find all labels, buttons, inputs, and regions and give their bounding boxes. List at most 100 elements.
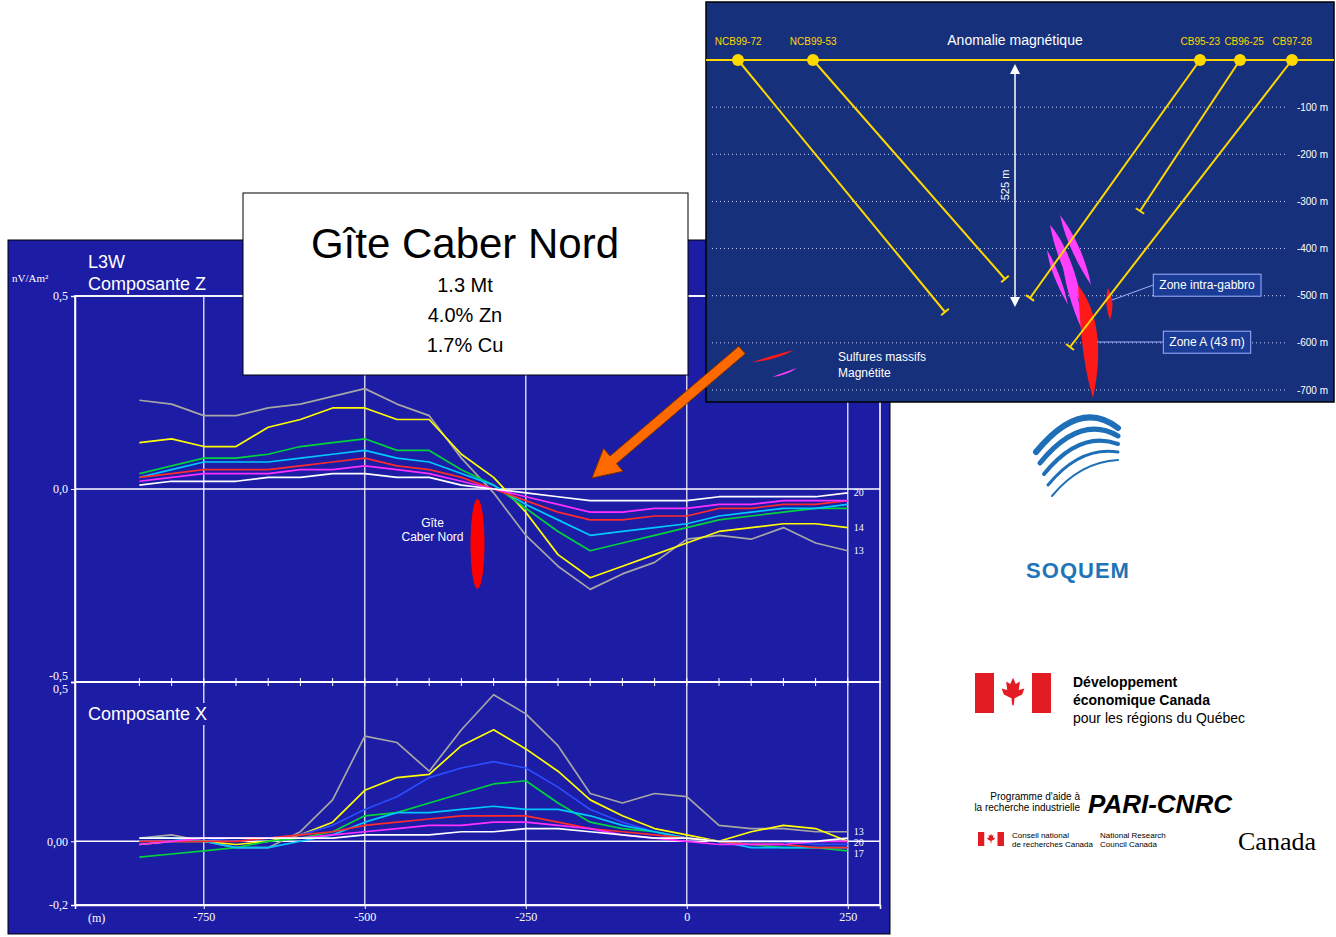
series-end-label: 20 <box>854 837 864 848</box>
zone-label: Zone intra-gabbro <box>1112 274 1261 300</box>
canada-flag <box>975 673 1051 713</box>
drill-hole <box>738 60 945 312</box>
hole-label: CB95-23 <box>1180 36 1220 47</box>
pari-name: PARI-CNRC <box>1088 789 1233 819</box>
zone-box <box>1153 274 1261 296</box>
tick-label: -0,5 <box>49 669 68 683</box>
drill-hole-end <box>1136 208 1144 214</box>
tick-mark <box>71 682 75 683</box>
flag-centre <box>985 832 998 846</box>
drill-hole <box>813 60 1005 279</box>
deposit-title: Gîte Caber Nord <box>311 220 619 267</box>
tick-label: 250 <box>839 910 857 924</box>
hole-label: NCB99-53 <box>790 36 837 47</box>
grid-line-x <box>364 682 365 905</box>
drill-hole-end <box>1026 295 1034 301</box>
tick-label: 0 <box>684 910 690 924</box>
collar <box>1194 54 1206 66</box>
tick: 0,5 <box>53 289 75 303</box>
flag-band <box>1032 673 1051 713</box>
tick-mark <box>71 841 75 842</box>
series-end-label: 13 <box>854 826 864 837</box>
title-box: Gîte Caber Nord1.3 Mt4.0% Zn1.7% Cu <box>243 193 688 375</box>
series-line <box>139 695 847 848</box>
drill-hole-end <box>1001 276 1009 283</box>
collar <box>1286 54 1298 66</box>
depth-line <box>712 107 1286 108</box>
sulphide-lens <box>1078 285 1098 398</box>
grid <box>75 682 880 905</box>
pari-program: Programme d'aide à <box>990 791 1080 802</box>
deposit-marker <box>471 499 485 589</box>
depth-line <box>712 154 1286 155</box>
axis-line <box>76 906 881 910</box>
series-line <box>139 408 847 578</box>
tick-mark <box>71 905 75 906</box>
tick: -0,2 <box>49 898 75 912</box>
tick: -250 <box>515 905 537 924</box>
zone-text: Zone intra-gabbro <box>1159 278 1255 292</box>
key-label: Sulfures massifs <box>838 350 926 364</box>
drill-hole <box>1070 60 1292 347</box>
plot-data <box>139 389 847 590</box>
section-background <box>706 2 1334 402</box>
series-line <box>139 450 847 535</box>
series-line <box>139 458 847 520</box>
y-axis: 0,5 0,0 -0,5 <box>49 289 76 683</box>
chart-subtitle: Composante Z <box>88 274 206 294</box>
nrc-text: Conseil national <box>1012 831 1069 840</box>
tick-mark <box>204 905 205 909</box>
background <box>0 0 1336 937</box>
plot-frame <box>75 682 880 905</box>
chart-title: Composante X <box>88 704 207 724</box>
dec-text: pour les régions du Québec <box>1073 710 1245 726</box>
chart: 0,50,00-0,2-750-500-2500250Composante X(… <box>47 682 881 925</box>
plot-data <box>139 695 847 857</box>
drill-hole-end <box>1066 344 1074 350</box>
depth-label: -600 m <box>1297 337 1328 348</box>
grid-line-x <box>686 682 687 905</box>
depth-span: 525 m <box>999 64 1020 307</box>
series-line <box>139 762 847 845</box>
drill-hole <box>1030 60 1200 298</box>
tick-label: 0,0 <box>53 482 68 496</box>
tick: 0,00 <box>47 835 75 849</box>
flag-centre <box>994 673 1032 713</box>
series-line <box>139 822 847 844</box>
slide: 0,50,0-0,5L3WComposante ZnV/Am²201413Gît… <box>0 0 1336 937</box>
series-line <box>139 829 847 842</box>
canada-wordmark: Canada <box>1238 827 1316 856</box>
tick-mark <box>848 905 849 909</box>
tick-label: 0,5 <box>53 289 68 303</box>
deposit-figure: 1.7% Cu <box>427 334 504 356</box>
swirl-stroke <box>1052 460 1118 496</box>
soquem-swirl <box>1036 417 1118 496</box>
depth-label: -500 m <box>1297 290 1328 301</box>
dec-text: économique Canada <box>1073 692 1210 708</box>
collar <box>732 54 744 66</box>
x-axis-title: (m) <box>88 911 105 925</box>
deposit-figure: 1.3 Mt <box>437 274 493 296</box>
series-line <box>139 781 847 857</box>
series-line <box>139 439 847 551</box>
series-line <box>139 474 847 501</box>
depth-label: -300 m <box>1297 196 1328 207</box>
key-label: Magnétite <box>838 366 891 380</box>
tick-label: -750 <box>193 910 215 924</box>
series-line <box>139 806 847 847</box>
series-line <box>139 389 847 590</box>
zone-box <box>1163 331 1250 353</box>
swirl-stroke <box>1048 451 1118 485</box>
depth-line <box>712 390 1286 391</box>
tick: -0,5 <box>49 669 75 683</box>
series-end-label: 14 <box>854 522 864 533</box>
span-arrowhead <box>1010 64 1020 74</box>
title-patch <box>85 703 210 725</box>
x-axis: -750-500-2500250 <box>76 905 881 924</box>
series-line <box>139 466 847 512</box>
flag-band <box>998 832 1005 846</box>
axis-line <box>71 683 76 906</box>
span-line <box>1014 66 1016 304</box>
maple-leaf <box>1002 678 1025 705</box>
title-box-frame <box>243 193 688 375</box>
